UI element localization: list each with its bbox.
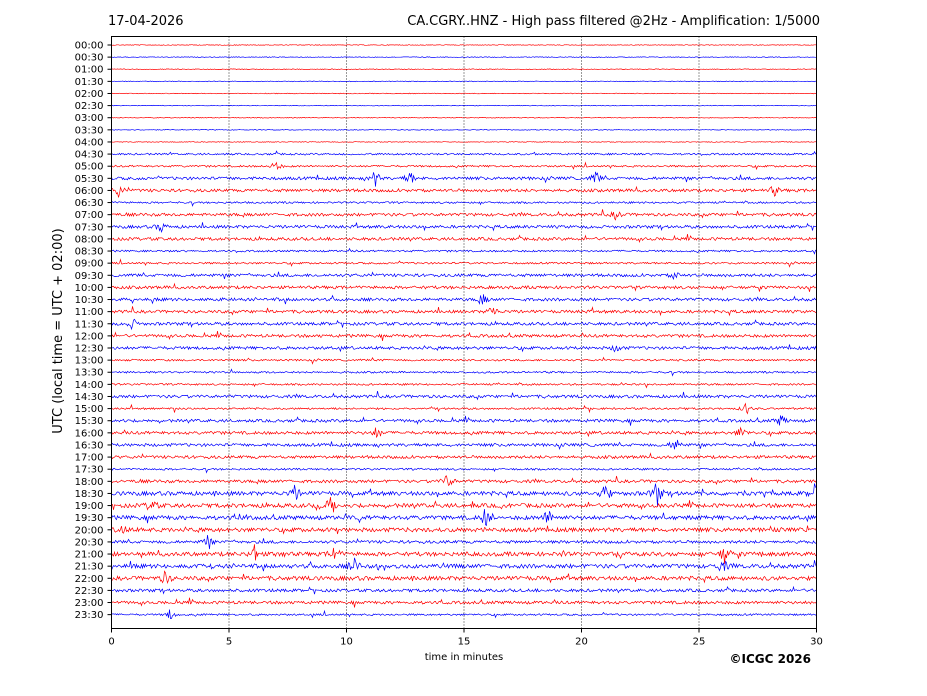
y-tick-label: 08:30 bbox=[75, 247, 104, 258]
trace-row-0730 bbox=[111, 222, 817, 234]
y-tick-label: 23:00 bbox=[75, 598, 104, 609]
y-tick-label: 18:30 bbox=[75, 489, 104, 500]
y-tick-label: 06:00 bbox=[75, 186, 104, 197]
copyright-label: ©ICGC 2026 bbox=[729, 652, 811, 666]
trace-row-0930 bbox=[111, 271, 817, 281]
y-tick-label: 02:00 bbox=[75, 89, 104, 100]
trace-row-0900 bbox=[111, 258, 817, 268]
y-tick-label: 13:00 bbox=[75, 356, 104, 367]
y-tick-label: 03:00 bbox=[75, 113, 104, 124]
x-axis-label: time in minutes bbox=[425, 652, 504, 663]
y-tick-label: 13:30 bbox=[75, 368, 104, 379]
y-axis-label: UTC (local time = UTC + 02:00) bbox=[51, 228, 66, 433]
trace-row-2330 bbox=[111, 609, 817, 619]
trace-row-1930 bbox=[111, 509, 817, 526]
y-tick-label: 07:00 bbox=[75, 210, 104, 221]
trace-row-1900 bbox=[111, 497, 817, 513]
y-tick-label: 05:30 bbox=[75, 174, 104, 185]
y-tick-label: 22:30 bbox=[75, 586, 104, 597]
trace-row-0030 bbox=[111, 56, 817, 58]
y-tick-label: 04:30 bbox=[75, 150, 104, 161]
y-tick-label: 09:00 bbox=[75, 259, 104, 270]
y-tick-label: 10:30 bbox=[75, 295, 104, 306]
trace-group bbox=[111, 44, 817, 619]
y-tick-label: 07:30 bbox=[75, 222, 104, 233]
x-tick-label: 30 bbox=[810, 637, 823, 648]
trace-row-0100 bbox=[111, 68, 817, 71]
y-tick-label: 23:30 bbox=[75, 610, 104, 621]
y-tick-label: 02:30 bbox=[75, 101, 104, 112]
y-tick-label: 01:30 bbox=[75, 77, 104, 88]
y-tick-label: 00:00 bbox=[75, 41, 104, 52]
y-tick-label: 19:30 bbox=[75, 513, 104, 524]
y-tick-label: 14:00 bbox=[75, 380, 104, 391]
x-tick-label: 5 bbox=[226, 637, 232, 648]
y-tick-label: 11:00 bbox=[75, 307, 104, 318]
grid-lines bbox=[228, 36, 700, 629]
x-tick-label: 15 bbox=[458, 637, 471, 648]
y-tick-label: 01:00 bbox=[75, 65, 104, 76]
chart-title: CA.CGRY..HNZ - High pass filtered @2Hz -… bbox=[407, 14, 820, 29]
y-tick-label: 12:30 bbox=[75, 344, 104, 355]
x-tick-label: 20 bbox=[575, 637, 588, 648]
trace-row-2230 bbox=[111, 585, 817, 595]
x-tick-label: 25 bbox=[693, 637, 706, 648]
y-tick-label: 15:00 bbox=[75, 404, 104, 415]
trace-row-1430 bbox=[111, 391, 817, 401]
trace-row-0000 bbox=[111, 44, 817, 46]
y-tick-label: 00:30 bbox=[75, 53, 104, 64]
trace-row-1100 bbox=[111, 306, 817, 317]
x-tick-label: 0 bbox=[108, 637, 114, 648]
y-tick-label: 20:00 bbox=[75, 525, 104, 536]
x-axis: 0 5 10 15 20 25 30 bbox=[108, 628, 823, 648]
y-tick-label: 18:00 bbox=[75, 477, 104, 488]
trace-row-2130 bbox=[111, 557, 817, 572]
trace-row-1130 bbox=[111, 318, 817, 331]
y-tick-label: 17:30 bbox=[75, 465, 104, 476]
trace-row-0430 bbox=[111, 150, 817, 157]
y-axis: 00:0000:3001:0001:3002:0002:3003:0003:30… bbox=[75, 41, 112, 621]
y-tick-label: 08:00 bbox=[75, 234, 104, 245]
y-tick-label: 20:30 bbox=[75, 537, 104, 548]
trace-row-2000 bbox=[111, 525, 817, 535]
y-tick-label: 22:00 bbox=[75, 574, 104, 585]
y-tick-label: 15:30 bbox=[75, 416, 104, 427]
y-tick-label: 12:00 bbox=[75, 331, 104, 342]
trace-row-1200 bbox=[111, 330, 817, 341]
y-tick-label: 19:00 bbox=[75, 501, 104, 512]
y-tick-label: 04:00 bbox=[75, 137, 104, 148]
y-tick-label: 05:00 bbox=[75, 162, 104, 173]
x-tick-label: 10 bbox=[340, 637, 353, 648]
y-tick-label: 06:30 bbox=[75, 198, 104, 209]
y-tick-label: 21:00 bbox=[75, 550, 104, 561]
y-tick-label: 16:00 bbox=[75, 428, 104, 439]
trace-row-1230 bbox=[111, 344, 817, 353]
trace-row-0800 bbox=[111, 234, 817, 244]
date-label: 17-04-2026 bbox=[108, 14, 184, 29]
y-tick-label: 11:30 bbox=[75, 319, 104, 330]
y-tick-label: 03:30 bbox=[75, 125, 104, 136]
y-tick-label: 21:30 bbox=[75, 562, 104, 573]
y-tick-label: 16:30 bbox=[75, 440, 104, 451]
y-tick-label: 17:00 bbox=[75, 453, 104, 464]
y-tick-label: 14:30 bbox=[75, 392, 104, 403]
trace-row-1000 bbox=[111, 282, 817, 292]
trace-row-0130 bbox=[111, 80, 817, 83]
y-tick-label: 10:00 bbox=[75, 283, 104, 294]
trace-row-2300 bbox=[111, 597, 817, 608]
y-tick-label: 09:30 bbox=[75, 271, 104, 282]
trace-row-1030 bbox=[111, 294, 817, 305]
